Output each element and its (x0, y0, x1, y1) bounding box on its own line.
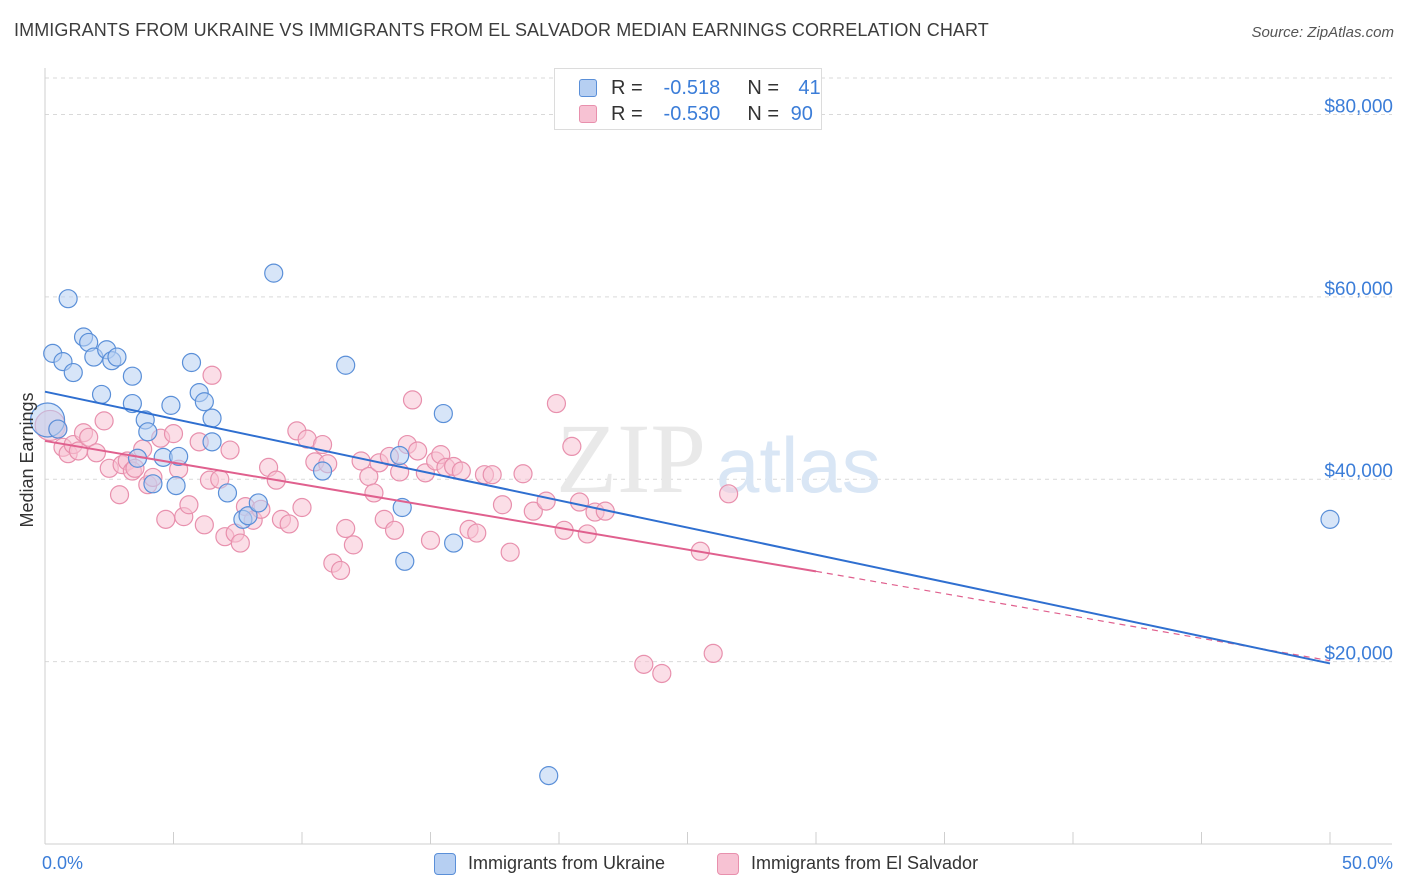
el-salvador-n-label: N = (747, 103, 780, 125)
ukraine-point (58, 289, 78, 309)
el-salvador-trend-line (44, 439, 817, 573)
el-salvador-point (652, 663, 672, 684)
ukraine-legend-label: Immigrants from Ukraine (468, 853, 666, 873)
axis-labels: $20,000 $40,000 $60,000 $80,000 0.0% 50.0% Med… (17, 96, 1393, 873)
el-salvador-point (513, 464, 533, 484)
stats-legend: R = -0.518 N = 41 R = -0.530 N = 90 (554, 68, 822, 130)
ukraine-r-value: -0.518 (663, 77, 721, 99)
ukraine-point (390, 445, 410, 466)
ukraine-point (181, 352, 202, 373)
ukraine-point (217, 483, 238, 503)
el-salvador-point (109, 485, 130, 505)
el-salvador-point (336, 518, 356, 539)
el-salvador-point (94, 411, 114, 431)
ukraine-r-label: R = (611, 77, 643, 99)
el-salvador-point (163, 424, 184, 444)
el-salvador-point (279, 514, 299, 534)
el-salvador-legend-label: Immigrants from El Salvador (751, 853, 979, 873)
el-salvador-point (719, 484, 739, 504)
el-salvador-point (156, 509, 176, 529)
ukraine-point (143, 474, 163, 494)
el-salvador-point (451, 461, 471, 481)
ukraine-point (395, 551, 415, 571)
el-salvador-point (343, 535, 363, 555)
y-axis-title: Median Earnings (17, 392, 37, 527)
y-tick-label: $20,000 (1324, 644, 1393, 665)
ukraine-series (29, 263, 1340, 786)
x-tick-label-max: 50.0% (1342, 853, 1393, 873)
el-salvador-point (364, 483, 384, 503)
ukraine-point (138, 422, 158, 442)
ukraine-point (248, 493, 268, 513)
y-tick-label: $60,000 (1324, 279, 1393, 300)
ukraine-point (336, 355, 356, 375)
source-label: Source: ZipAtlas.com (1251, 24, 1394, 41)
watermark-atlas: atlas (716, 421, 881, 509)
el-salvador-point (194, 515, 214, 535)
el-salvador-point (482, 465, 502, 485)
chart-title: IMMIGRANTS FROM UKRAINE VS IMMIGRANTS FR… (14, 20, 989, 40)
ukraine-point (166, 476, 186, 496)
y-tick-label: $80,000 (1324, 96, 1393, 117)
el-salvador-point (202, 365, 222, 385)
el-salvador-point (546, 393, 567, 414)
el-salvador-point (408, 441, 428, 461)
el-salvador-point (292, 497, 312, 518)
ukraine-point (194, 392, 214, 412)
axes (44, 68, 1392, 845)
ukraine-swatch (579, 79, 597, 97)
ukraine-point (264, 263, 284, 283)
el-salvador-point (467, 523, 487, 543)
el-salvador-point (500, 542, 520, 562)
el-salvador-legend-swatch (717, 853, 739, 875)
el-salvador-point (634, 654, 654, 674)
el-salvador-r-value: -0.530 (663, 103, 721, 125)
ukraine-point (433, 403, 453, 424)
el-salvador-point (402, 390, 423, 410)
el-salvador-n-value: 90 (790, 103, 813, 125)
ukraine-trend-line (44, 390, 1331, 665)
el-salvador-point (86, 443, 107, 463)
ukraine-point (107, 347, 127, 367)
el-salvador-point (492, 495, 513, 515)
el-salvador-point (562, 436, 582, 457)
el-salvador-r-label: R = (611, 103, 643, 125)
ukraine-point (444, 533, 464, 553)
watermark: ZIP atlas (556, 403, 881, 514)
ukraine-point (238, 506, 258, 526)
ukraine-point (91, 384, 112, 405)
ukraine-point (169, 446, 189, 467)
ukraine-point (122, 366, 142, 386)
el-salvador-point (569, 492, 590, 512)
ukraine-n-label: N = (747, 77, 780, 99)
ukraine-point (312, 461, 333, 481)
ukraine-point (63, 362, 83, 383)
el-salvador-point (703, 643, 723, 664)
el-salvador-point (179, 495, 199, 515)
el-salvador-point (420, 530, 441, 550)
el-salvador-point (536, 491, 556, 511)
el-salvador-point (330, 560, 351, 581)
el-salvador-swatch (579, 105, 597, 123)
ukraine-point (48, 419, 68, 439)
el-salvador-point (230, 533, 250, 553)
ukraine-point (122, 393, 142, 414)
ukraine-point (202, 408, 222, 428)
ukraine-legend-swatch (434, 853, 456, 875)
ukraine-point (161, 395, 181, 415)
el-salvador-point (220, 440, 240, 460)
y-tick-label: $40,000 (1324, 461, 1393, 482)
x-tick-label-min: 0.0% (42, 853, 83, 873)
ukraine-point (1320, 509, 1340, 529)
el-salvador-point (523, 501, 543, 521)
ukraine-n-value: 41 (798, 77, 821, 99)
trend-lines (44, 390, 1331, 665)
el-salvador-point (384, 520, 405, 540)
el-salvador-point (79, 427, 99, 447)
ukraine-point (539, 766, 559, 786)
ukraine-point (202, 432, 222, 452)
grid-lines (45, 77, 1392, 663)
